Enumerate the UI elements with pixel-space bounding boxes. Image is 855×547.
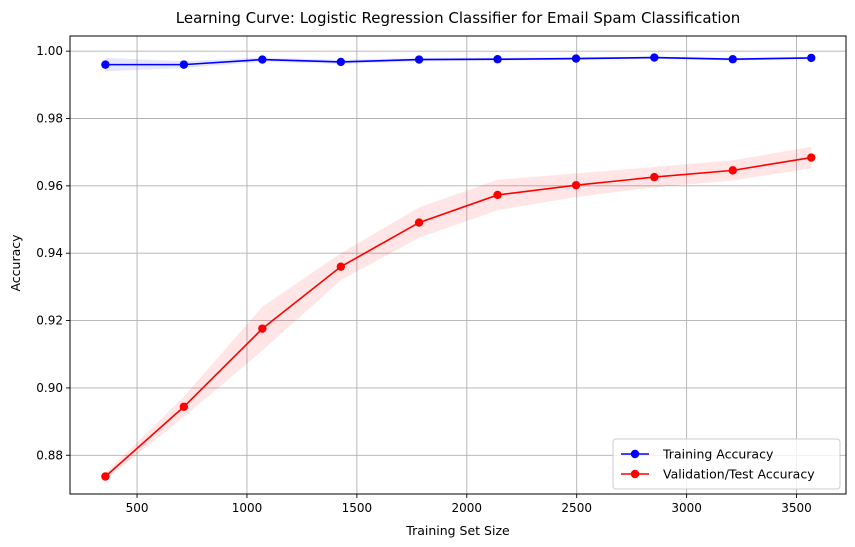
- series-lines: [104, 56, 812, 478]
- legend-validation-marker: [630, 469, 640, 479]
- validation-accuracy-band: [105, 146, 812, 480]
- training-accuracy-line: [105, 56, 812, 66]
- validation-accuracy-point: [258, 324, 267, 333]
- training-accuracy-point: [101, 60, 110, 69]
- validation-accuracy-point: [101, 472, 110, 481]
- training-accuracy-point: [493, 55, 502, 64]
- y-tick-label: 0.88: [36, 448, 63, 462]
- legend-validation-label: Validation/Test Accuracy: [663, 467, 815, 482]
- x-tick-label: 1500: [342, 501, 373, 515]
- validation-accuracy-point: [179, 402, 189, 411]
- training-accuracy-point: [571, 54, 581, 63]
- x-tick-label: 2500: [561, 501, 592, 515]
- y-tick-label: 0.98: [36, 112, 63, 126]
- validation-accuracy-point: [336, 262, 346, 271]
- y-axis-label: Accuracy: [8, 234, 23, 292]
- legend-training-label: Training Accuracy: [662, 447, 774, 462]
- y-tick-label: 0.90: [36, 381, 63, 395]
- training-accuracy-point: [414, 55, 424, 64]
- validation-accuracy-line: [104, 156, 812, 478]
- validation-accuracy-point: [493, 190, 502, 200]
- confidence-bands: [105, 56, 812, 480]
- chart-title: Learning Curve: Logistic Regression Clas…: [176, 9, 741, 27]
- y-tick-label: 1.00: [36, 44, 63, 58]
- legend: Training Accuracy Validation/Test Accurac…: [612, 438, 841, 490]
- grid-lines: [70, 36, 846, 494]
- y-axis-ticks: 0.88 0.90 0.92 0.94 0.96 0.98 1.00: [36, 44, 70, 462]
- plot-area-frame: [69, 35, 847, 495]
- validation-accuracy-point: [650, 172, 659, 182]
- y-tick-label: 0.96: [36, 179, 63, 193]
- legend-training-marker: [630, 449, 640, 459]
- legend-entries: Training Accuracy Validation/Test Accurac…: [621, 447, 815, 482]
- training-accuracy-point: [258, 55, 267, 64]
- validation-accuracy-point: [728, 166, 737, 175]
- y-tick-label: 0.92: [36, 314, 63, 328]
- x-axis-ticks: 500 1000 1500 2000 2500 3000 3500: [126, 494, 812, 515]
- training-accuracy-point: [650, 53, 659, 62]
- training-accuracy-point: [336, 57, 346, 67]
- validation-accuracy-point: [807, 153, 816, 162]
- validation-accuracy-point: [414, 218, 424, 227]
- series-markers: [101, 53, 816, 481]
- legend-box: [612, 438, 841, 490]
- training-accuracy-point: [728, 55, 737, 64]
- x-tick-label: 3000: [671, 501, 702, 515]
- training-accuracy-point: [179, 60, 189, 69]
- x-tick-label: 500: [126, 501, 149, 515]
- x-tick-label: 1000: [232, 501, 263, 515]
- x-tick-label: 2000: [452, 501, 483, 515]
- x-tick-label: 3500: [781, 501, 812, 515]
- x-axis-label: Training Set Size: [405, 523, 510, 538]
- validation-accuracy-point: [571, 180, 581, 190]
- y-tick-label: 0.94: [36, 246, 63, 260]
- training-accuracy-point: [807, 53, 816, 63]
